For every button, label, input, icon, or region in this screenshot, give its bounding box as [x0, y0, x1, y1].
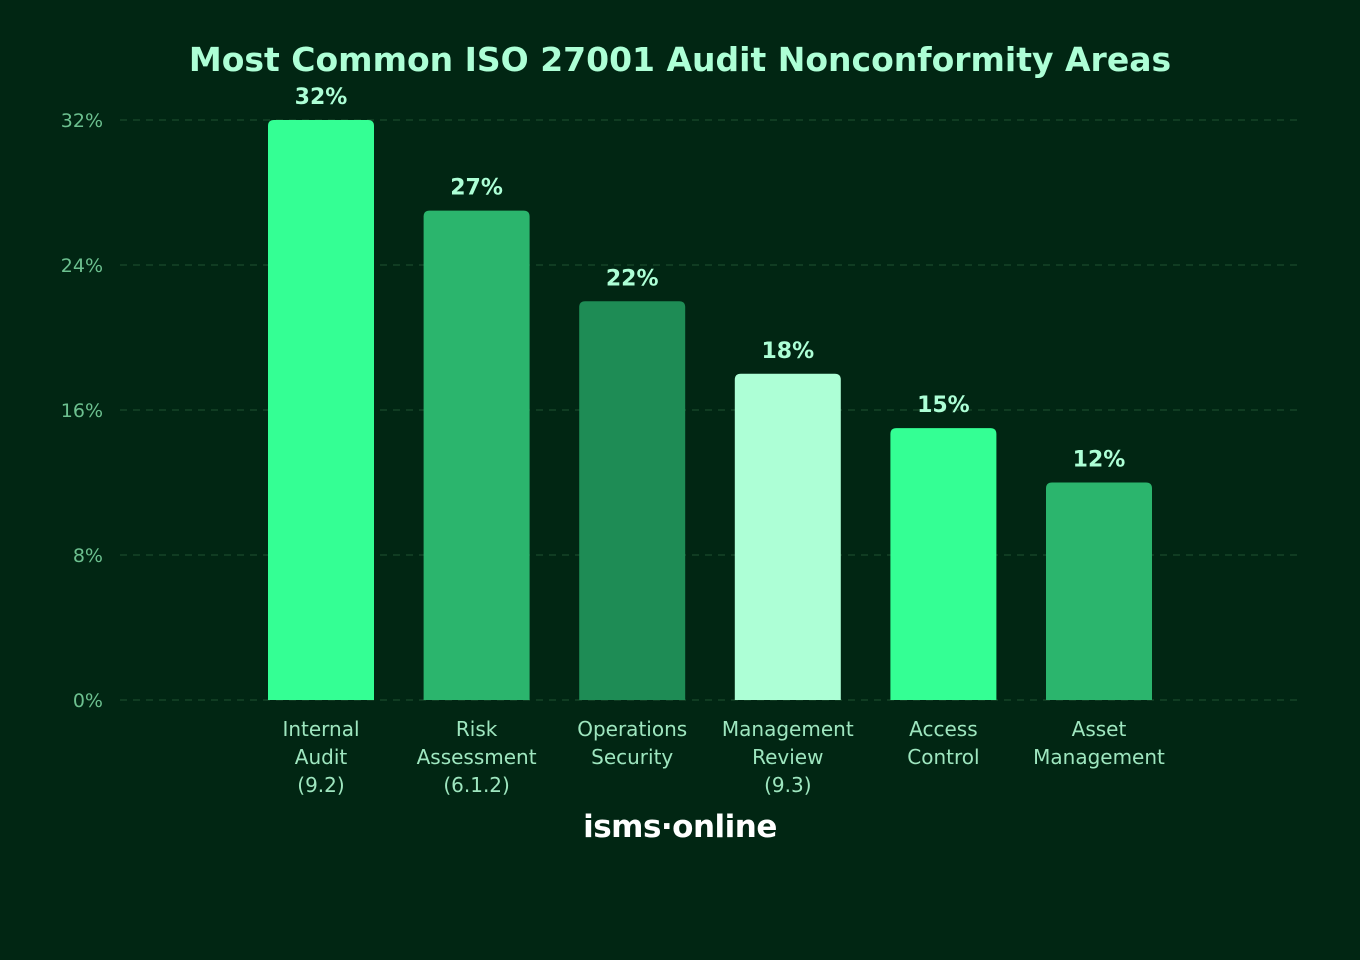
y-axis-ticks: 0% 8% 16% 24% 32%: [61, 110, 103, 712]
category-label: (9.3): [764, 773, 811, 797]
isms-online-logo: isms·online: [583, 809, 777, 845]
category-label: Management: [1033, 745, 1165, 769]
bar: [890, 428, 997, 700]
category-label: Assessment: [417, 745, 537, 769]
y-tick-label: 8%: [73, 545, 103, 567]
category-label: Review: [752, 745, 823, 769]
bar: [579, 301, 686, 700]
chart-title: Most Common ISO 27001 Audit Nonconformit…: [189, 40, 1171, 79]
category-label: (6.1.2): [443, 773, 510, 797]
category-label: Asset: [1072, 717, 1127, 741]
value-label: 15%: [917, 393, 970, 418]
value-label: 12%: [1073, 448, 1126, 473]
bar: [1046, 482, 1152, 700]
y-tick-label: 0%: [73, 690, 103, 712]
bars: [268, 120, 1152, 700]
y-tick-label: 24%: [61, 255, 103, 277]
bar: [734, 373, 841, 700]
value-label: 18%: [761, 339, 814, 364]
category-label: Internal: [282, 717, 359, 741]
value-labels: 32% 27% 22% 18% 15% 12%: [295, 85, 1126, 473]
y-tick-label: 32%: [61, 110, 103, 132]
value-label: 27%: [450, 176, 503, 201]
category-label: Security: [591, 745, 673, 769]
category-label: Control: [907, 745, 979, 769]
category-label: Management: [722, 717, 854, 741]
category-label: Risk: [456, 717, 498, 741]
bar: [268, 120, 374, 700]
category-label: Operations: [577, 717, 687, 741]
y-tick-label: 16%: [61, 400, 103, 422]
category-label: (9.2): [297, 773, 344, 797]
value-label: 32%: [295, 85, 348, 110]
category-labels: Internal Audit (9.2) Risk Assessment (6.1.2) O…: [282, 717, 1165, 797]
value-label: 22%: [606, 266, 659, 291]
category-label: Audit: [295, 745, 348, 769]
bar: [423, 210, 530, 700]
category-label: Access: [909, 717, 977, 741]
